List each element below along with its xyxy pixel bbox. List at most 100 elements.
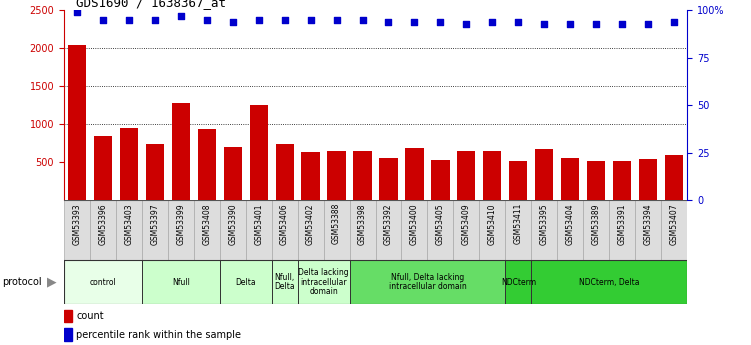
Text: Nfull,
Delta: Nfull, Delta [274, 273, 295, 292]
Bar [142, 260, 220, 304]
Bar [68, 45, 86, 200]
Bar [64, 260, 142, 304]
Point [252, 17, 264, 22]
Bar [276, 144, 294, 200]
Bar [454, 200, 479, 260]
Bar [635, 200, 661, 260]
Point [201, 17, 213, 22]
Bar [64, 200, 90, 260]
Text: GSM53404: GSM53404 [566, 203, 575, 245]
Text: control: control [89, 277, 116, 287]
Text: GSM53393: GSM53393 [72, 203, 81, 245]
Bar [587, 161, 605, 200]
Point [590, 21, 602, 27]
Bar [64, 328, 71, 341]
Text: Delta lacking
intracellular
domain: Delta lacking intracellular domain [298, 268, 349, 296]
Text: percentile rank within the sample: percentile rank within the sample [77, 330, 241, 339]
Point [330, 17, 342, 22]
Text: GSM53391: GSM53391 [618, 203, 627, 245]
Point [617, 21, 629, 27]
Text: GSM53403: GSM53403 [124, 203, 133, 245]
Bar [172, 103, 190, 200]
Bar [297, 260, 349, 304]
Point [512, 19, 524, 24]
Text: GSM53411: GSM53411 [514, 203, 523, 245]
Text: ▶: ▶ [47, 276, 56, 288]
Text: GSM53396: GSM53396 [98, 203, 107, 245]
Text: Nfull: Nfull [172, 277, 190, 287]
Bar [116, 200, 142, 260]
Point [564, 21, 576, 27]
Point [122, 17, 134, 22]
Text: GSM53408: GSM53408 [202, 203, 211, 245]
Bar [376, 200, 402, 260]
Bar [639, 159, 657, 200]
Bar [505, 200, 532, 260]
Bar [532, 260, 687, 304]
Bar [379, 158, 397, 200]
Bar [561, 158, 579, 200]
Text: GDS1690 / 1638367_at: GDS1690 / 1638367_at [77, 0, 226, 9]
Bar [198, 129, 216, 200]
Bar [297, 200, 324, 260]
Text: GSM53388: GSM53388 [332, 203, 341, 245]
Bar [272, 260, 297, 304]
Bar [327, 151, 345, 200]
Point [434, 19, 446, 24]
Text: GSM53407: GSM53407 [670, 203, 679, 245]
Bar [220, 200, 246, 260]
Bar [146, 144, 164, 200]
Text: NDCterm, Delta: NDCterm, Delta [579, 277, 640, 287]
Bar [349, 260, 505, 304]
Point [97, 17, 109, 22]
Bar [90, 200, 116, 260]
Text: GSM53405: GSM53405 [436, 203, 445, 245]
Bar [609, 200, 635, 260]
Bar [249, 105, 267, 200]
Bar [535, 149, 553, 200]
Bar [484, 151, 502, 200]
Point [305, 17, 317, 22]
Text: GSM53395: GSM53395 [540, 203, 549, 245]
Point [382, 19, 394, 24]
Text: GSM53390: GSM53390 [228, 203, 237, 245]
Bar [431, 160, 450, 200]
Point [487, 19, 499, 24]
Bar [119, 128, 138, 200]
Text: protocol: protocol [2, 277, 42, 287]
Bar [64, 310, 71, 322]
Point [279, 17, 291, 22]
Text: GSM53399: GSM53399 [176, 203, 185, 245]
Bar [509, 161, 527, 200]
Bar [220, 260, 272, 304]
Bar [665, 155, 683, 200]
Bar [402, 200, 427, 260]
Point [227, 19, 239, 24]
Bar [427, 200, 454, 260]
Bar [505, 260, 532, 304]
Bar [224, 147, 242, 200]
Bar [661, 200, 687, 260]
Text: GSM53397: GSM53397 [150, 203, 159, 245]
Text: GSM53410: GSM53410 [488, 203, 497, 245]
Bar [457, 151, 475, 200]
Point [668, 19, 680, 24]
Bar [272, 200, 297, 260]
Bar [532, 200, 557, 260]
Bar [584, 200, 609, 260]
Bar [406, 148, 424, 200]
Point [357, 17, 369, 22]
Text: Delta: Delta [235, 277, 256, 287]
Bar [142, 200, 167, 260]
Point [642, 21, 654, 27]
Text: GSM53394: GSM53394 [644, 203, 653, 245]
Bar [194, 200, 220, 260]
Bar [246, 200, 272, 260]
Bar [479, 200, 505, 260]
Bar [324, 200, 349, 260]
Text: GSM53406: GSM53406 [280, 203, 289, 245]
Text: GSM53401: GSM53401 [254, 203, 263, 245]
Text: GSM53398: GSM53398 [358, 203, 367, 245]
Text: NDCterm: NDCterm [501, 277, 536, 287]
Text: Nfull, Delta lacking
intracellular domain: Nfull, Delta lacking intracellular domai… [388, 273, 466, 292]
